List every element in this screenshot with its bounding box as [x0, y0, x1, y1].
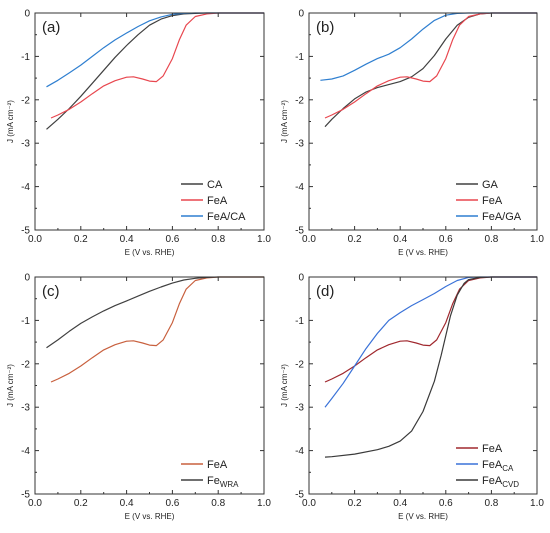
panel-label: (c) — [42, 283, 60, 300]
y-tick-label: -2 — [21, 95, 30, 106]
y-axis-label: J (mA cm⁻²) — [6, 100, 15, 143]
y-tick-label: -1 — [21, 316, 30, 327]
series-line-2-1 — [46, 276, 264, 349]
x-tick-label: 0.6 — [165, 498, 179, 509]
y-tick-label: -1 — [295, 52, 304, 63]
series-line-1-1 — [324, 12, 537, 119]
y-axis-label: J (mA cm⁻²) — [280, 100, 289, 143]
legend-entry: GA — [482, 179, 499, 191]
x-axis-label: E (V vs. RHE) — [125, 512, 175, 521]
x-tick-label: 0.4 — [393, 234, 407, 245]
y-tick-label: -3 — [295, 403, 304, 414]
legend-entry: FeA — [482, 195, 503, 207]
legend-entry: FeA/CA — [207, 211, 246, 223]
legend-entry: FeA/GA — [482, 211, 522, 223]
series-line-0-2 — [46, 12, 264, 88]
panel-2: 0.0 0.2 0.4 0.6 0.8 1.0 0 -1 -2 -3 -4 -5 E (V vs. RH… — [6, 273, 271, 522]
x-tick-label: 0.4 — [120, 498, 134, 509]
y-tick-label: -4 — [295, 182, 304, 193]
y-tick-label: 0 — [24, 9, 30, 20]
series-line-3-1 — [324, 276, 537, 408]
x-tick-label: 0.0 — [302, 234, 316, 245]
x-tick-label: 0.8 — [211, 234, 225, 245]
x-axis-label: E (V vs. RHE) — [398, 512, 448, 521]
x-tick-label: 1.0 — [257, 498, 271, 509]
y-tick-label: -4 — [21, 446, 30, 457]
legend-entry: FeACA — [482, 459, 514, 473]
y-tick-label: -5 — [21, 490, 30, 501]
x-tick-label: 0.6 — [439, 234, 453, 245]
y-tick-label: 0 — [298, 273, 304, 284]
series-line-0-1 — [50, 12, 264, 119]
plot-frame — [34, 12, 265, 231]
x-tick-label: 0.4 — [120, 234, 134, 245]
panel-3: 0.0 0.2 0.4 0.6 0.8 1.0 0 -1 -2 -3 -4 -5 E (V vs. RH… — [280, 273, 544, 522]
panel-0: 0.0 0.2 0.4 0.6 0.8 1.0 0 -1 -2 -3 -4 -5 E (V vs. RH… — [6, 9, 271, 258]
x-tick-label: 0.2 — [348, 234, 362, 245]
y-tick-label: -1 — [21, 52, 30, 63]
x-tick-label: 0.0 — [28, 234, 42, 245]
legend-entry: FeACVD — [482, 475, 519, 489]
y-axis-label: J (mA cm⁻²) — [280, 364, 289, 407]
y-tick-label: -2 — [295, 95, 304, 106]
x-tick-label: 0.8 — [484, 498, 498, 509]
legend-entry: CA — [207, 179, 223, 191]
legend-entry: FeA — [207, 459, 228, 471]
legend-entry: FeA — [482, 443, 503, 455]
y-tick-label: -3 — [21, 139, 30, 150]
y-tick-label: -2 — [295, 359, 304, 370]
x-tick-label: 1.0 — [530, 498, 544, 509]
y-tick-label: -3 — [295, 139, 304, 150]
plot-frame — [308, 276, 538, 495]
series-line-1-0 — [324, 12, 537, 128]
y-tick-label: -5 — [295, 226, 304, 237]
y-tick-label: -1 — [295, 316, 304, 327]
x-tick-label: 1.0 — [257, 234, 271, 245]
x-tick-label: 0.2 — [74, 498, 88, 509]
x-tick-label: 0.0 — [28, 498, 42, 509]
panel-label: (d) — [316, 283, 334, 300]
series-line-3-0 — [324, 276, 537, 383]
y-tick-label: -3 — [21, 403, 30, 414]
legend-entry: FeWRA — [207, 475, 239, 489]
y-tick-label: -5 — [21, 226, 30, 237]
y-tick-label: 0 — [24, 273, 30, 284]
series-line-2-0 — [50, 276, 264, 383]
panel-1: 0.0 0.2 0.4 0.6 0.8 1.0 0 -1 -2 -3 -4 -5 E (V vs. RH… — [280, 9, 544, 258]
series-line-3-2 — [324, 276, 537, 458]
series-line-0-0 — [46, 12, 264, 130]
y-tick-label: -4 — [21, 182, 30, 193]
legend-entry: FeA — [207, 195, 228, 207]
series-line-1-2 — [320, 12, 537, 81]
x-tick-label: 0.6 — [439, 498, 453, 509]
x-axis-label: E (V vs. RHE) — [125, 248, 175, 257]
x-tick-label: 0.0 — [302, 498, 316, 509]
x-tick-label: 0.6 — [165, 234, 179, 245]
panel-label: (b) — [316, 19, 334, 36]
x-tick-label: 0.2 — [348, 498, 362, 509]
x-tick-label: 1.0 — [530, 234, 544, 245]
plot-frame — [34, 276, 265, 495]
y-tick-label: -2 — [21, 359, 30, 370]
x-tick-label: 0.8 — [211, 498, 225, 509]
y-tick-label: -4 — [295, 446, 304, 457]
x-tick-label: 0.8 — [484, 234, 498, 245]
y-tick-label: 0 — [298, 9, 304, 20]
x-tick-label: 0.2 — [74, 234, 88, 245]
y-tick-label: -5 — [295, 490, 304, 501]
x-tick-label: 0.4 — [393, 498, 407, 509]
x-axis-label: E (V vs. RHE) — [398, 248, 448, 257]
plot-frame — [308, 12, 538, 231]
panel-label: (a) — [42, 19, 60, 36]
y-axis-label: J (mA cm⁻²) — [6, 364, 15, 407]
